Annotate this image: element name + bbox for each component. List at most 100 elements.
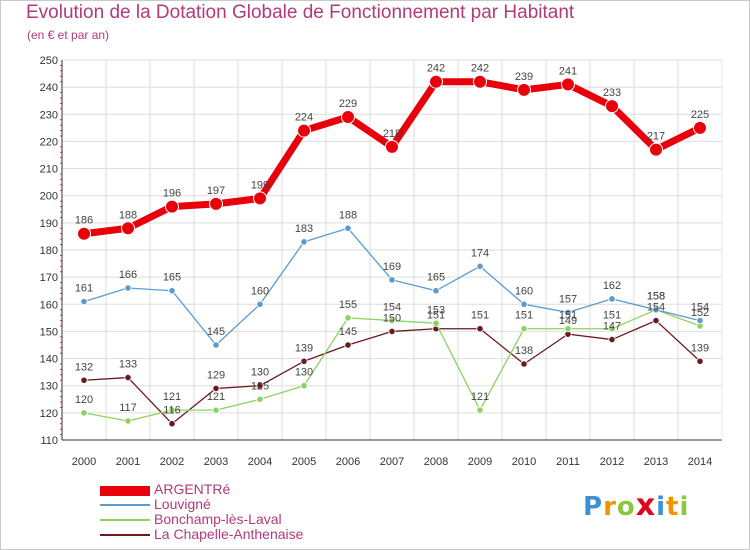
data-point	[124, 373, 132, 382]
legend-label: Louvigné	[154, 496, 211, 512]
data-point	[168, 420, 176, 428]
data-point	[385, 139, 399, 154]
data-label: 183	[295, 223, 313, 235]
data-label: 125	[251, 380, 269, 392]
x-tick-label: 2011	[556, 456, 580, 468]
data-label: 188	[119, 209, 137, 221]
data-label: 130	[295, 367, 313, 379]
chart-subtitle: (en € et par an)	[27, 28, 110, 42]
data-label: 165	[427, 272, 445, 284]
y-tick-label: 130	[40, 381, 58, 393]
data-point	[476, 262, 484, 270]
data-label: 121	[207, 391, 225, 403]
data-label: 151	[603, 310, 621, 322]
data-label: 165	[163, 272, 181, 284]
data-point	[608, 335, 616, 344]
data-label: 199	[251, 179, 269, 191]
x-tick-label: 2012	[600, 456, 624, 468]
data-label: 242	[471, 63, 489, 75]
logo-letter: o	[616, 492, 636, 522]
data-label: 217	[647, 131, 665, 143]
data-point	[256, 300, 264, 308]
data-label: 132	[75, 361, 93, 373]
data-point	[561, 77, 575, 92]
logo-letter: i	[679, 492, 690, 522]
data-label: 133	[119, 359, 137, 371]
x-tick-label: 2000	[72, 456, 96, 468]
y-tick-label: 200	[40, 191, 58, 203]
data-point	[80, 297, 88, 306]
data-label: 233	[603, 87, 621, 99]
data-label: 186	[75, 215, 93, 227]
legend-swatch	[100, 534, 150, 536]
legend-label: La Chapelle-Anthenaise	[154, 526, 304, 542]
data-label: 154	[647, 302, 665, 314]
line-chart: 110 120 130 140 150 160 170 180 190 200 210 220 230 2…	[40, 55, 723, 468]
legend-swatch	[100, 504, 150, 506]
data-point	[297, 123, 311, 138]
data-label: 117	[119, 402, 137, 414]
data-label: 153	[427, 304, 445, 316]
data-point	[77, 226, 91, 241]
data-label: 154	[691, 302, 709, 314]
x-tick-label: 2007	[380, 456, 404, 468]
data-point	[608, 295, 616, 303]
data-label: 197	[207, 185, 225, 197]
data-label: 139	[691, 342, 709, 354]
data-point	[388, 327, 396, 336]
data-label: 169	[383, 261, 401, 273]
x-tick-label: 2002	[160, 456, 184, 468]
data-label: 149	[559, 315, 577, 327]
x-tick-label: 2005	[292, 456, 316, 468]
data-point	[605, 99, 619, 114]
data-point	[212, 341, 220, 349]
data-point	[341, 110, 355, 124]
data-label: 138	[515, 345, 533, 357]
data-point	[652, 316, 660, 325]
data-label: 152	[691, 307, 709, 319]
data-point	[124, 417, 132, 425]
data-label: 158	[647, 291, 665, 303]
data-label: 162	[603, 280, 621, 292]
x-tick-label: 2013	[644, 456, 668, 468]
data-point	[124, 284, 132, 292]
x-tick-label: 2006	[336, 456, 360, 468]
data-point	[652, 306, 660, 314]
data-point	[649, 142, 663, 157]
data-point	[693, 120, 707, 135]
x-tick-label: 2014	[688, 456, 712, 468]
y-tick-label: 150	[40, 326, 58, 338]
legend-swatch	[100, 519, 150, 521]
data-point	[209, 196, 223, 211]
data-label: 161	[75, 283, 93, 295]
data-label: 121	[163, 391, 181, 403]
data-point	[300, 238, 308, 246]
data-point	[256, 382, 264, 390]
data-point	[344, 341, 352, 349]
data-label: 139	[295, 342, 313, 354]
data-label: 160	[251, 285, 269, 297]
data-label: 225	[691, 109, 709, 121]
data-point	[388, 316, 396, 325]
data-label: 130	[251, 367, 269, 379]
y-tick-label: 210	[40, 164, 58, 176]
data-point	[520, 360, 528, 368]
data-point	[517, 82, 531, 97]
data-point	[432, 287, 440, 295]
data-point	[165, 199, 179, 214]
data-label: 116	[163, 405, 181, 417]
data-point	[520, 300, 528, 308]
data-point	[253, 191, 267, 206]
y-tick-label: 160	[40, 299, 58, 311]
y-tick-label: 170	[40, 272, 58, 284]
data-point	[564, 325, 572, 333]
y-tick-label: 120	[40, 408, 58, 420]
data-label: 157	[559, 293, 577, 305]
proxiti-logo: Proxiti	[583, 488, 689, 523]
data-label: 151	[559, 310, 577, 322]
data-point	[608, 325, 616, 333]
data-point	[344, 314, 352, 322]
data-label: 160	[515, 285, 533, 297]
data-point	[212, 406, 220, 414]
x-tick-label: 2003	[204, 456, 228, 468]
